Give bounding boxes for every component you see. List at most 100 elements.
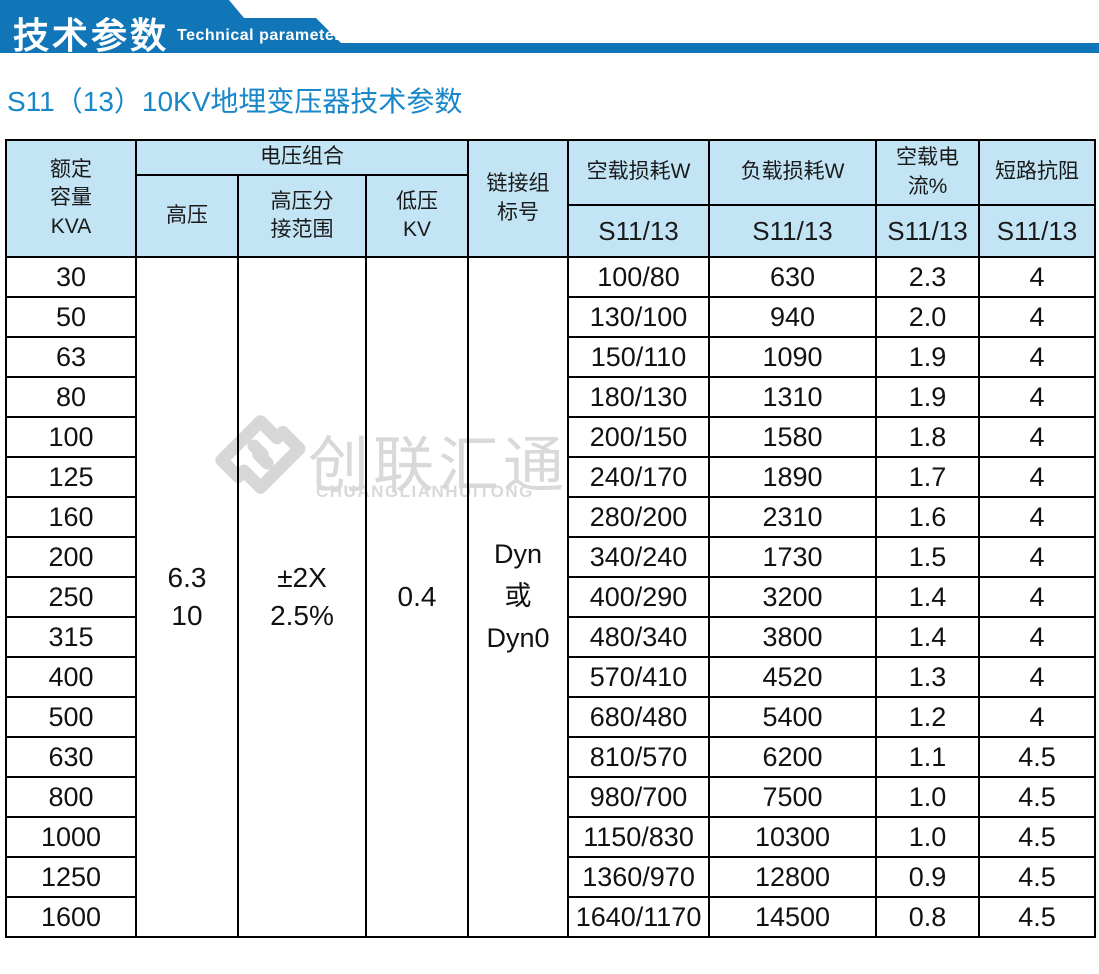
impedance-cell: 4 [978, 696, 1097, 738]
kva-cell: 1000 [5, 816, 137, 858]
noload-loss-cell: 130/100 [567, 296, 711, 338]
header-rated-capacity: 额定 容量 KVA [5, 139, 137, 258]
noload-loss-cell: 570/410 [567, 656, 711, 698]
impedance-cell: 4 [978, 296, 1097, 338]
parameter-table-wrapper: 创联汇通 CHUANGLIANHUITONG 额定 容量 KVA 电压组合 链接… [5, 139, 1097, 938]
impedance-cell: 4 [978, 576, 1097, 618]
hv-value-cell: 6.3 10 [135, 256, 239, 938]
load-loss-cell: 6200 [708, 736, 878, 778]
kva-cell: 630 [5, 736, 137, 778]
lv-value-cell: 0.4 [364, 256, 470, 938]
impedance-cell: 4 [978, 456, 1097, 498]
noload-current-cell: 1.1 [875, 736, 981, 778]
impedance-cell: 4.5 [978, 776, 1097, 818]
load-loss-cell: 12800 [708, 856, 878, 898]
noload-loss-cell: 200/150 [567, 416, 711, 458]
kva-cell: 1600 [5, 896, 137, 938]
load-loss-cell: 10300 [708, 816, 878, 858]
header-noload-loss: 空载损耗W [567, 139, 711, 206]
load-loss-cell: 1890 [708, 456, 878, 498]
impedance-cell: 4.5 [978, 896, 1097, 938]
noload-loss-cell: 1640/1170 [567, 896, 711, 938]
vector-group-value-cell: Dyn 或 Dyn0 [467, 256, 570, 938]
noload-loss-cell: 400/290 [567, 576, 711, 618]
header-s11-13-noload-loss: S11/13 [567, 204, 711, 258]
noload-current-cell: 2.0 [875, 296, 981, 338]
noload-current-cell: 1.6 [875, 496, 981, 538]
load-loss-cell: 5400 [708, 696, 878, 738]
load-loss-cell: 1090 [708, 336, 878, 378]
table-row: 250 400/290 3200 1.4 4 [5, 576, 1097, 618]
kva-cell: 125 [5, 456, 137, 498]
banner-subtitle-en: Technical parameter [177, 27, 341, 44]
noload-current-cell: 0.8 [875, 896, 981, 938]
noload-current-cell: 0.9 [875, 856, 981, 898]
header-s11-13-load-loss: S11/13 [708, 204, 878, 258]
table-row: 630 810/570 6200 1.1 4.5 [5, 736, 1097, 778]
kva-cell: 315 [5, 616, 137, 658]
load-loss-cell: 1310 [708, 376, 878, 418]
table-row: 800 980/700 7500 1.0 4.5 [5, 776, 1097, 818]
noload-current-cell: 1.5 [875, 536, 981, 578]
kva-cell: 200 [5, 536, 137, 578]
kva-cell: 400 [5, 656, 137, 698]
kva-cell: 160 [5, 496, 137, 538]
noload-loss-cell: 100/80 [567, 256, 711, 298]
impedance-cell: 4 [978, 496, 1097, 538]
kva-cell: 1250 [5, 856, 137, 898]
load-loss-cell: 1730 [708, 536, 878, 578]
noload-loss-cell: 150/110 [567, 336, 711, 378]
kva-cell: 80 [5, 376, 137, 418]
kva-cell: 500 [5, 696, 137, 738]
header-impedance: 短路抗阻 [978, 139, 1097, 206]
load-loss-cell: 4520 [708, 656, 878, 698]
load-loss-cell: 940 [708, 296, 878, 338]
table-row: 63 150/110 1090 1.9 4 [5, 336, 1097, 378]
header-hv-tap-range: 高压分 接范围 [237, 174, 367, 258]
kva-cell: 50 [5, 296, 137, 338]
noload-loss-cell: 1360/970 [567, 856, 711, 898]
impedance-cell: 4 [978, 376, 1097, 418]
noload-current-cell: 1.4 [875, 616, 981, 658]
load-loss-cell: 630 [708, 256, 878, 298]
load-loss-cell: 7500 [708, 776, 878, 818]
noload-loss-cell: 280/200 [567, 496, 711, 538]
impedance-cell: 4.5 [978, 816, 1097, 858]
table-row: 315 480/340 3800 1.4 4 [5, 616, 1097, 658]
noload-current-cell: 1.7 [875, 456, 981, 498]
header-s11-13-noload-current: S11/13 [875, 204, 981, 258]
noload-loss-cell: 240/170 [567, 456, 711, 498]
kva-cell: 100 [5, 416, 137, 458]
parameter-table: 额定 容量 KVA 电压组合 链接组 标号 空载损耗W 负载损耗W 空载电流% … [5, 139, 1097, 938]
noload-current-cell: 1.2 [875, 696, 981, 738]
impedance-cell: 4.5 [978, 856, 1097, 898]
tap-range-value-cell: ±2X 2.5% [237, 256, 367, 938]
table-row: 80 180/130 1310 1.9 4 [5, 376, 1097, 418]
impedance-cell: 4 [978, 416, 1097, 458]
banner-title: 技术参数 [13, 15, 170, 56]
header-s11-13-impedance: S11/13 [978, 204, 1097, 258]
noload-loss-cell: 810/570 [567, 736, 711, 778]
noload-current-cell: 1.9 [875, 336, 981, 378]
impedance-cell: 4 [978, 336, 1097, 378]
noload-current-cell: 1.4 [875, 576, 981, 618]
impedance-cell: 4 [978, 656, 1097, 698]
noload-loss-cell: 680/480 [567, 696, 711, 738]
table-row: 1600 1640/1170 14500 0.8 4.5 [5, 896, 1097, 938]
table-row: 400 570/410 4520 1.3 4 [5, 656, 1097, 698]
kva-cell: 800 [5, 776, 137, 818]
table-row: 200 340/240 1730 1.5 4 [5, 536, 1097, 578]
table-row: 125 240/170 1890 1.7 4 [5, 456, 1097, 498]
table-row: 500 680/480 5400 1.2 4 [5, 696, 1097, 738]
noload-current-cell: 2.3 [875, 256, 981, 298]
noload-current-cell: 1.0 [875, 776, 981, 818]
noload-loss-cell: 980/700 [567, 776, 711, 818]
noload-loss-cell: 180/130 [567, 376, 711, 418]
noload-loss-cell: 340/240 [567, 536, 711, 578]
noload-loss-cell: 480/340 [567, 616, 711, 658]
banner: 技术参数 Technical parameter [0, 0, 1099, 56]
impedance-cell: 4 [978, 256, 1097, 298]
section-title: S11（13）10KV地埋变压器技术参数 [7, 86, 463, 117]
impedance-cell: 4 [978, 536, 1097, 578]
table-row: 1000 1150/830 10300 1.0 4.5 [5, 816, 1097, 858]
